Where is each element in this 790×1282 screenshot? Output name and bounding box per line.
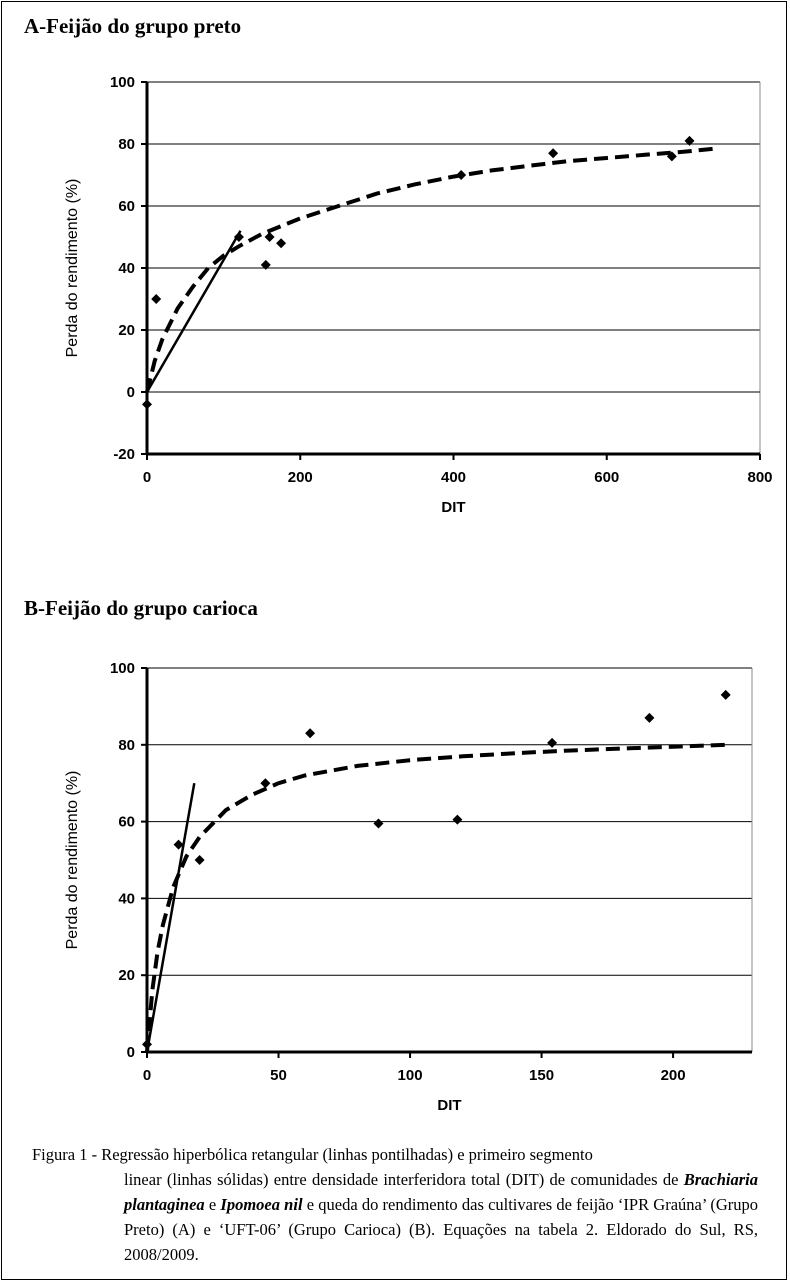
y-tick-label: 60 <box>118 198 135 215</box>
y-axis-label: Perda do rendimento (%) <box>64 179 81 358</box>
data-point <box>173 839 184 850</box>
x-tick-label: 100 <box>398 1067 423 1084</box>
x-tick-label: 0 <box>143 469 151 486</box>
chart-b: 0 20 40 60 80 100 0 50 100 150 200 DIT Perda do rend… <box>64 660 753 1114</box>
data-point <box>276 238 287 249</box>
x-axis-label: DIT <box>441 499 465 516</box>
linear-segment-line <box>145 230 242 393</box>
caption-species-1: Brachiaria plantaginea <box>124 1170 758 1214</box>
y-tick-label: -20 <box>113 446 135 463</box>
data-point <box>452 814 463 825</box>
x-axis-label: DIT <box>437 1097 461 1114</box>
x-tick-label: 200 <box>288 469 313 486</box>
y-tick-label: 80 <box>118 136 135 153</box>
data-point <box>548 148 559 159</box>
data-point <box>684 135 695 146</box>
x-tick-label: 50 <box>270 1067 287 1084</box>
data-point <box>260 778 271 789</box>
hyperbolic-regression-line <box>145 146 715 393</box>
data-point <box>666 151 677 162</box>
y-tick-label: 0 <box>127 1044 135 1061</box>
x-tick-label: 150 <box>529 1067 554 1084</box>
data-point <box>142 399 152 410</box>
caption-text-2: e queda do rendimento das cultivares de … <box>124 1195 758 1264</box>
x-tick-label: 0 <box>143 1067 151 1084</box>
caption-body: linear (linhas sólidas) entre densidade … <box>32 1167 758 1267</box>
y-tick-label: 0 <box>127 384 135 401</box>
caption-conj: e <box>204 1195 221 1214</box>
y-tick-label: 20 <box>118 322 135 339</box>
data-point <box>644 712 655 723</box>
panel-b-title: B-Feijão do grupo carioca <box>24 596 258 620</box>
x-tick-label: 400 <box>441 469 466 486</box>
y-axis-label: Perda do rendimento (%) <box>64 771 81 950</box>
hyperbolic-regression-line <box>145 742 726 1053</box>
y-tick-label: 100 <box>110 74 135 91</box>
data-point <box>373 818 384 829</box>
data-point <box>547 737 558 748</box>
data-point <box>260 259 271 270</box>
linear-segment-line <box>145 782 196 1053</box>
x-tick-label: 800 <box>747 469 772 486</box>
caption-lead: Figura 1 - Regressão hiperbólica retangu… <box>32 1145 593 1164</box>
caption-species-2: Ipomoea nil <box>220 1195 303 1214</box>
panel-a-title: A-Feijão do grupo preto <box>24 14 242 38</box>
y-tick-label: 60 <box>118 814 135 831</box>
y-tick-label: 40 <box>118 890 135 907</box>
data-point <box>194 855 205 865</box>
data-point <box>233 232 244 242</box>
data-point <box>142 1039 152 1050</box>
y-tick-label: 20 <box>118 967 135 984</box>
y-tick-label: 100 <box>110 660 135 677</box>
x-tick-label: 200 <box>661 1067 686 1084</box>
y-tick-label: 80 <box>118 737 135 754</box>
figure-caption: Figura 1 - Regressão hiperbólica retangu… <box>32 1142 758 1267</box>
chart-a: -20 0 20 40 60 80 100 0 200 400 600 800 DIT Perda do … <box>64 74 773 516</box>
caption-text-1: linear (linhas sólidas) entre densidade … <box>124 1170 684 1189</box>
data-point <box>456 170 467 180</box>
data-point <box>305 728 316 739</box>
y-tick-label: 40 <box>118 260 135 277</box>
data-point <box>720 689 731 700</box>
x-tick-label: 600 <box>594 469 619 486</box>
data-point <box>151 294 162 304</box>
data-point <box>264 232 275 242</box>
